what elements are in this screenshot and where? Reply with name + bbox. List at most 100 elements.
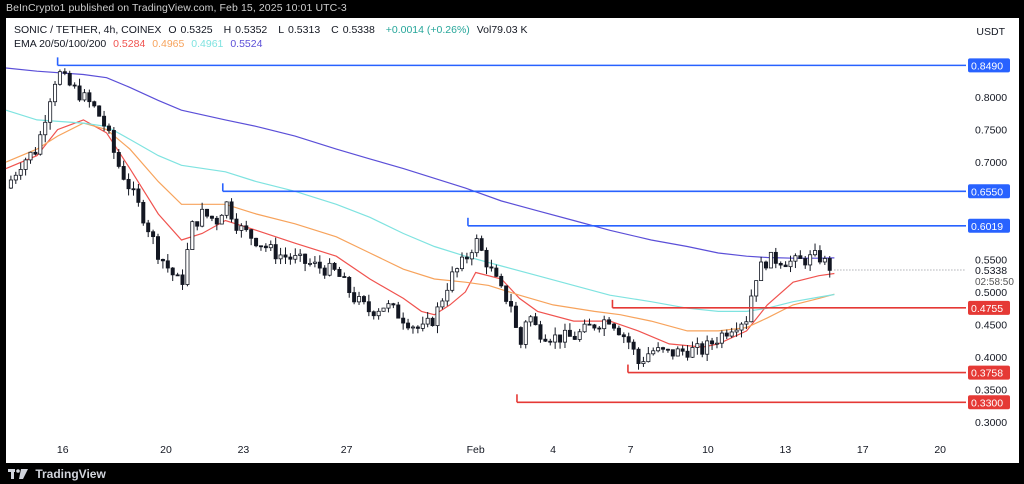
candle-body xyxy=(798,255,803,259)
candle-body xyxy=(817,250,822,263)
candle-body xyxy=(582,323,587,333)
y-tick-label-2: 0.7000 xyxy=(975,157,1007,169)
candle-body xyxy=(592,324,597,329)
volume-value: Vol79.03 K xyxy=(476,24,528,36)
chart-panel[interactable]: SONIC / TETHER, 4h, COINEX O 0.5325 H 0.53… xyxy=(6,18,1019,463)
candle-body xyxy=(87,92,92,103)
candle-body xyxy=(714,342,719,345)
x-tick-label-8: 13 xyxy=(780,444,792,456)
candle-body xyxy=(597,327,602,330)
candle-body xyxy=(165,260,170,269)
candle-body xyxy=(548,340,553,343)
candle-body xyxy=(670,349,675,357)
candle-body xyxy=(307,262,312,265)
candle-body xyxy=(327,262,332,276)
candle-body xyxy=(214,217,219,225)
candle-body xyxy=(793,255,798,262)
candle-body xyxy=(312,261,317,264)
candle-body xyxy=(665,348,670,351)
symbol-label[interactable]: SONIC / TETHER, 4h, COINEX xyxy=(14,24,162,36)
candle-body xyxy=(822,258,827,263)
candle-body xyxy=(710,340,715,345)
candle-body xyxy=(146,222,151,233)
candle-body xyxy=(347,276,352,293)
candle-body xyxy=(729,331,734,337)
ema100-value: 0.4961 xyxy=(191,38,224,50)
candle-body xyxy=(484,249,489,268)
candle-body xyxy=(474,238,479,254)
candle-body xyxy=(558,334,563,343)
candle-body xyxy=(224,201,229,216)
x-tick-label-3: 27 xyxy=(341,444,353,456)
candle-body xyxy=(734,329,739,333)
candle-body xyxy=(175,274,180,277)
ema-line-3 xyxy=(5,67,835,259)
candle-body xyxy=(244,225,249,231)
candle-body xyxy=(361,296,366,303)
level-badge-0 xyxy=(968,58,1010,73)
x-tick-label-1: 20 xyxy=(160,444,172,456)
candle-body xyxy=(43,121,48,136)
candle-body xyxy=(562,329,567,343)
candle-body xyxy=(754,280,759,297)
x-tick-label-0: 16 xyxy=(57,444,69,456)
candle-body xyxy=(376,310,381,317)
candle-body xyxy=(57,71,62,85)
ema-line-2 xyxy=(5,109,835,312)
candle-body xyxy=(567,329,572,337)
candle-body xyxy=(82,92,87,101)
x-tick-label-5: 4 xyxy=(550,444,556,456)
candle-body xyxy=(661,347,666,350)
candle-body xyxy=(352,292,357,303)
candle-body xyxy=(459,256,464,270)
candle-body xyxy=(420,323,425,329)
candle-body xyxy=(200,208,205,227)
candle-body xyxy=(357,296,362,303)
y-tick-label-6: 0.4000 xyxy=(975,352,1007,364)
candle-body xyxy=(77,85,82,101)
candle-body xyxy=(602,319,607,330)
currency-label[interactable]: USDT xyxy=(976,26,1005,38)
candle-body xyxy=(705,340,710,355)
candle-body xyxy=(759,261,764,282)
candle-body xyxy=(366,301,371,313)
candle-body xyxy=(616,327,621,336)
candle-body xyxy=(332,262,337,270)
level-badge-label-4: 0.3758 xyxy=(971,368,1003,380)
candle-body xyxy=(106,125,111,131)
footer-brand: TradingView xyxy=(35,467,106,481)
candle-body xyxy=(455,268,460,273)
candle-body xyxy=(415,326,420,329)
candle-body xyxy=(239,225,244,231)
candle-body xyxy=(410,326,415,329)
candle-body xyxy=(445,289,450,302)
level-badge-label-0: 0.8490 xyxy=(971,60,1003,72)
candle-body xyxy=(283,254,288,258)
ema-legend[interactable]: EMA 20/50/100/200 0.5284 0.4965 0.4961 0… xyxy=(14,38,266,50)
candle-body xyxy=(141,201,146,224)
open-value: O 0.5325 xyxy=(168,24,213,36)
candle-body xyxy=(170,267,175,276)
candle-body xyxy=(180,274,185,285)
candle-body xyxy=(151,231,156,238)
candle-body xyxy=(219,214,224,225)
candle-body xyxy=(783,264,788,268)
current-price-label: 0.5338 xyxy=(975,265,1007,277)
candle-body xyxy=(744,321,749,325)
candle-body xyxy=(528,316,533,323)
tradingview-logo[interactable]: TradingView xyxy=(8,467,106,481)
candle-body xyxy=(205,208,210,217)
candle-body xyxy=(48,101,53,123)
y-tick-label-1: 0.7500 xyxy=(975,125,1007,137)
candle-body xyxy=(764,261,769,269)
candle-body xyxy=(273,244,278,260)
candle-body xyxy=(303,253,308,264)
candle-body xyxy=(249,229,254,239)
candle-body xyxy=(513,305,518,328)
y-tick-label-5: 0.4500 xyxy=(975,319,1007,331)
candle-body xyxy=(386,303,391,309)
candle-body xyxy=(254,237,259,247)
candle-body xyxy=(18,169,23,176)
